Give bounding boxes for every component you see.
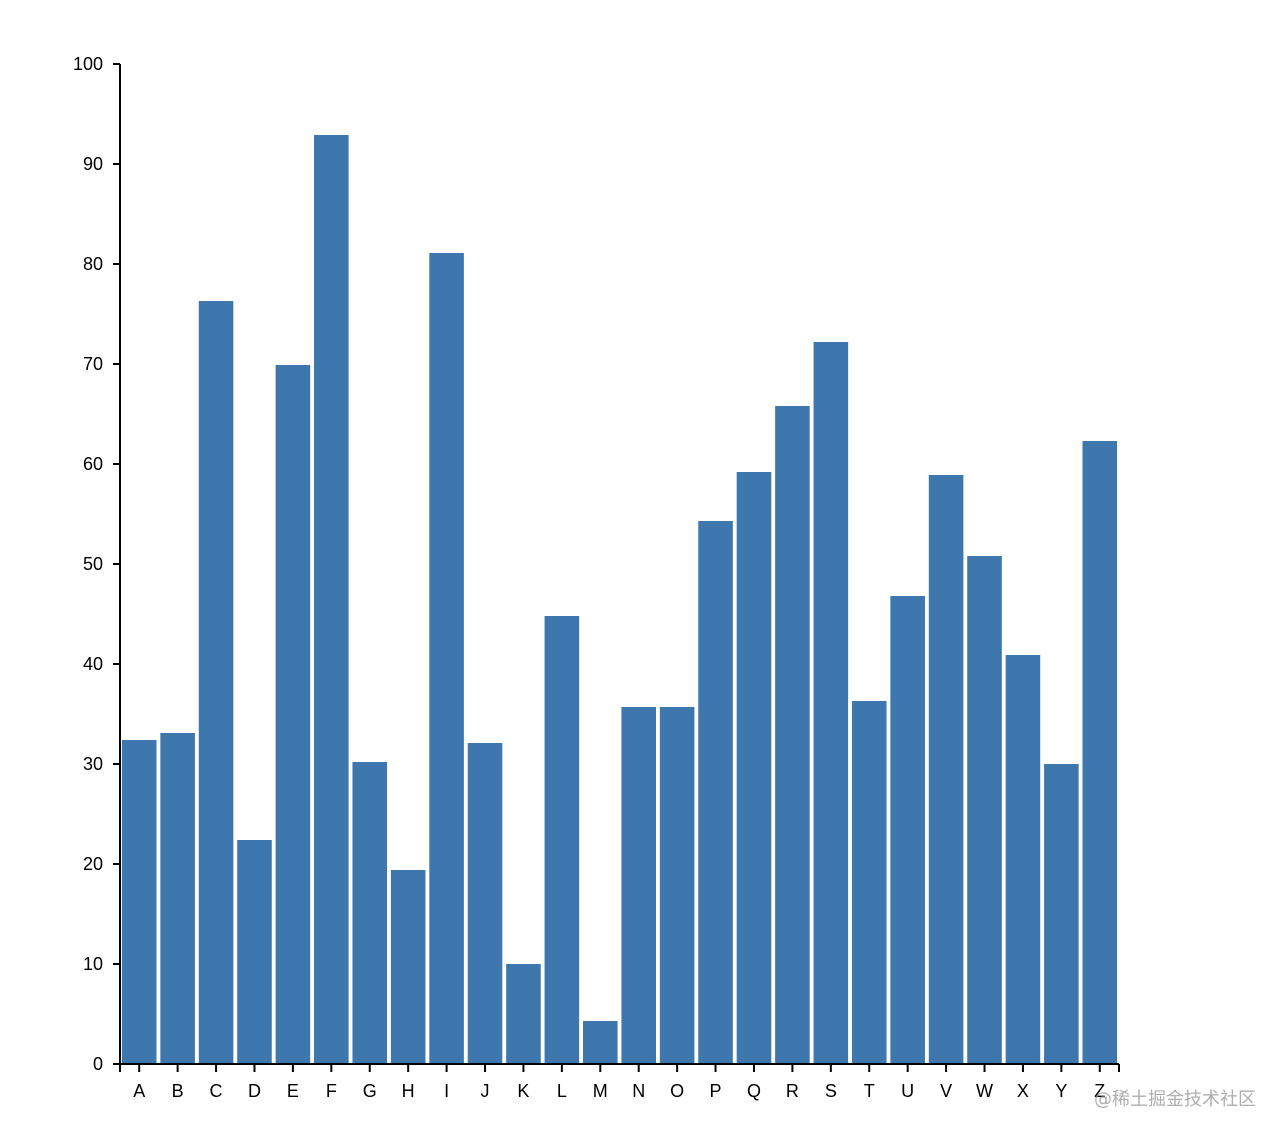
x-tick-label: O (670, 1081, 684, 1101)
bar-G (352, 762, 388, 1064)
bar-T (851, 701, 887, 1064)
bar-K (506, 964, 541, 1064)
x-tick-label: I (444, 1081, 449, 1101)
x-tick-label: V (940, 1081, 952, 1101)
x-tick-label: K (517, 1081, 529, 1101)
bar-D (237, 840, 272, 1064)
y-tick-label: 80 (83, 254, 103, 274)
y-axis: 0 10 20 30 40 50 60 70 80 90 100 (73, 54, 121, 1074)
x-tick-label: T (864, 1081, 875, 1101)
x-tick-label: J (481, 1081, 490, 1101)
y-tick-label: 90 (83, 154, 103, 174)
x-tick-label: A (133, 1081, 145, 1101)
bar-O (659, 707, 695, 1064)
x-tick-label: Z (1094, 1081, 1105, 1101)
bar-Z (1082, 441, 1118, 1064)
x-tick-label: L (557, 1081, 567, 1101)
bar-R (775, 406, 810, 1064)
bar-Q (736, 472, 772, 1064)
y-tick-label: 0 (93, 1054, 103, 1074)
watermark: @稀土掘金技术社区 (1094, 1089, 1256, 1110)
bar-V (928, 475, 964, 1064)
bar-S (813, 342, 849, 1064)
bar-F (314, 135, 349, 1064)
bar-C (198, 301, 234, 1064)
y-tick-label: 20 (83, 854, 103, 874)
x-tick-label: U (901, 1081, 914, 1101)
x-tick-label: C (210, 1081, 223, 1101)
bar-U (890, 596, 925, 1064)
bar-I (429, 253, 464, 1064)
x-tick-label: W (976, 1081, 993, 1101)
y-tick-label: 70 (83, 354, 103, 374)
bar-Y (1044, 764, 1079, 1064)
x-axis: A B C D E F G H I J K L M N O P Q R S T U V W X Y Z (119, 1063, 1120, 1101)
x-tick-label: G (363, 1081, 377, 1101)
x-tick-label: B (172, 1081, 184, 1101)
bar-W (967, 556, 1002, 1064)
y-tick-label: 50 (83, 554, 103, 574)
y-tick-label: 40 (83, 654, 103, 674)
bar-X (1005, 655, 1041, 1064)
x-tick-label: D (248, 1081, 261, 1101)
bar-A (121, 740, 157, 1064)
bar-N (621, 707, 657, 1064)
bar-L (544, 616, 580, 1064)
bar-M (582, 1021, 618, 1064)
bar-B (160, 733, 195, 1064)
x-tick-label: N (632, 1081, 645, 1101)
x-tick-label: Q (747, 1081, 761, 1101)
x-tick-label: Y (1055, 1081, 1067, 1101)
y-tick-label: 60 (83, 454, 103, 474)
bar-H (390, 870, 426, 1064)
x-tick-label: P (710, 1081, 722, 1101)
x-tick-label: X (1017, 1081, 1029, 1101)
bar-P (698, 521, 733, 1064)
bar-E (275, 365, 311, 1064)
bars-group (121, 135, 1118, 1064)
x-tick-label: S (825, 1081, 837, 1101)
x-tick-label: H (402, 1081, 415, 1101)
x-tick-label: E (287, 1081, 299, 1101)
y-tick-label: 10 (83, 954, 103, 974)
y-tick-label: 100 (73, 54, 103, 74)
x-tick-label: M (593, 1081, 608, 1101)
y-tick-label: 30 (83, 754, 103, 774)
x-tick-label: F (326, 1081, 337, 1101)
bar-J (467, 743, 503, 1064)
x-tick-label: R (786, 1081, 799, 1101)
